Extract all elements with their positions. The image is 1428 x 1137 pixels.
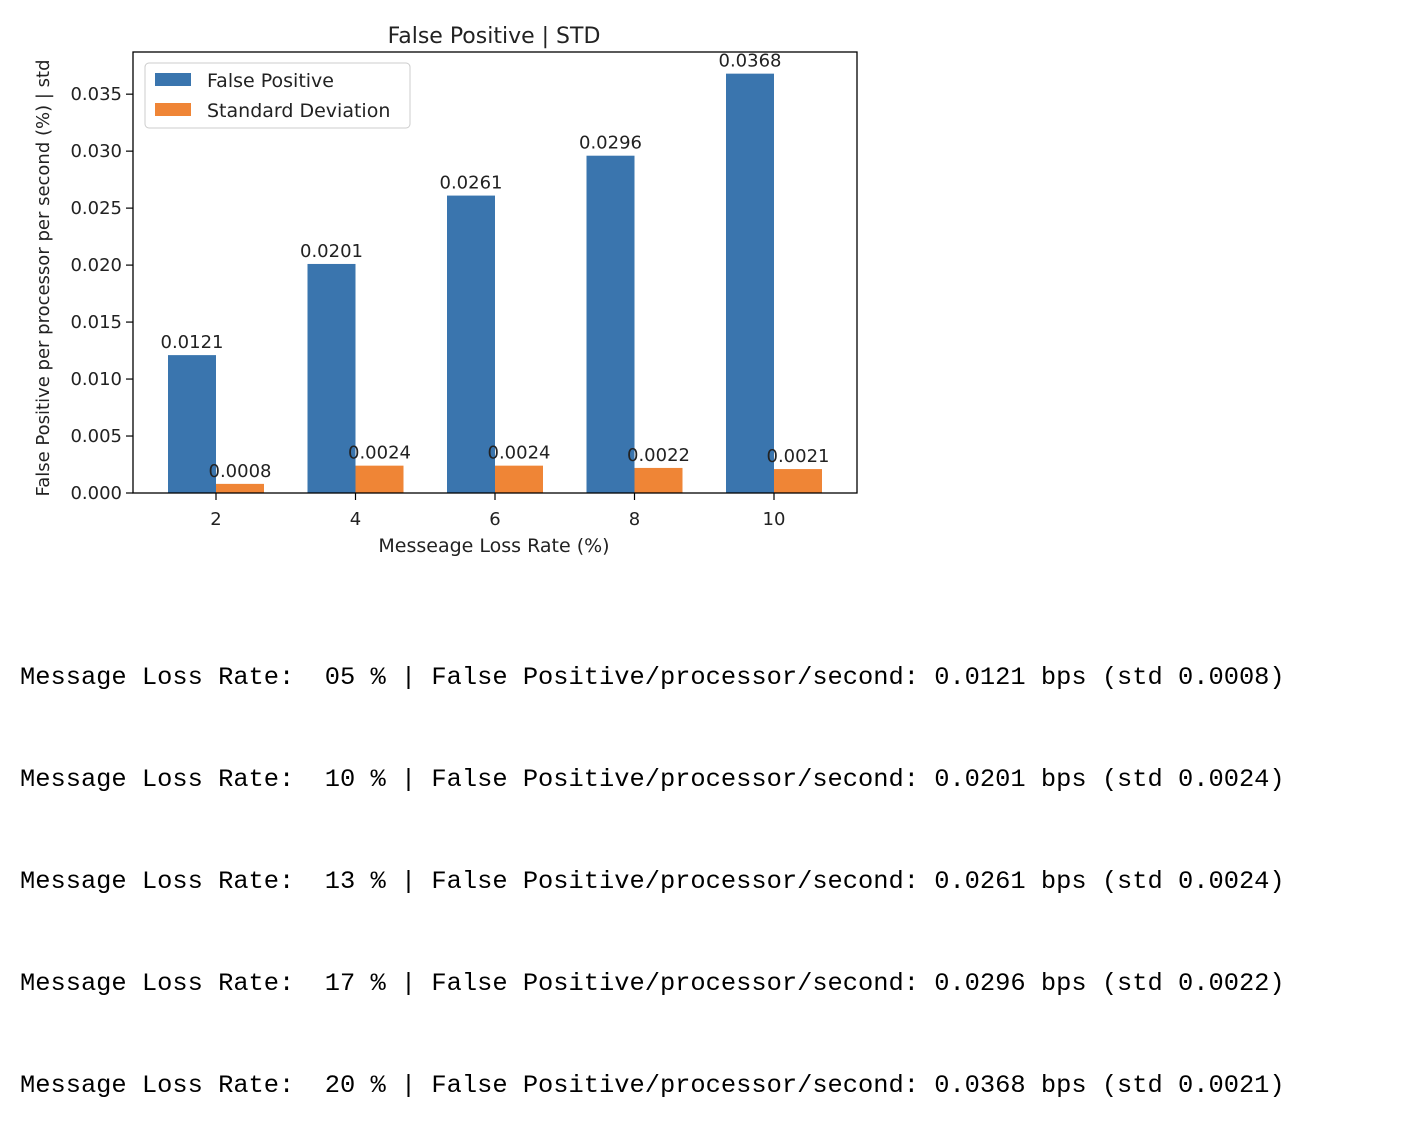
data-label-standard-deviation: 0.0022 <box>627 445 690 466</box>
y-tick-label: 0.025 <box>70 198 122 219</box>
y-tick-label: 0.010 <box>70 369 122 390</box>
bar-standard-deviation <box>774 469 822 493</box>
console-line: Message Loss Rate: 05 % | False Positive… <box>20 663 1285 692</box>
y-tick-label: 0.035 <box>70 84 122 105</box>
x-tick-label: 10 <box>763 509 786 530</box>
x-tick-label: 8 <box>629 509 640 530</box>
bar-false-positive <box>586 155 635 493</box>
plot-frame <box>132 51 858 494</box>
x-tick-label: 4 <box>350 509 361 530</box>
console-line: Message Loss Rate: 17 % | False Positive… <box>20 969 1285 998</box>
chart-title: False Positive | STD <box>388 24 601 49</box>
bar-standard-deviation <box>634 467 683 493</box>
console-line: Message Loss Rate: 20 % | False Positive… <box>20 1071 1285 1100</box>
legend-label-false-positive: False Positive <box>207 70 334 92</box>
y-axis-label: False Positive per processor per second … <box>33 59 54 496</box>
y-tick-label: 0.030 <box>70 141 122 162</box>
y-tick-label: 0.005 <box>70 426 122 447</box>
console-output: Message Loss Rate: 05 % | False Positive… <box>20 593 1285 1137</box>
bar-false-positive <box>447 195 495 493</box>
bar-false-positive <box>726 73 774 494</box>
y-tick-label: 0.015 <box>70 312 122 333</box>
data-label-false-positive: 0.0261 <box>440 173 503 194</box>
console-line: Message Loss Rate: 10 % | False Positive… <box>20 765 1285 794</box>
legend-swatch-standard-deviation <box>155 103 191 116</box>
y-tick-label: 0.000 <box>70 483 122 504</box>
data-label-standard-deviation: 0.0008 <box>209 461 272 482</box>
y-tick-label: 0.020 <box>70 255 122 276</box>
legend-box <box>144 62 411 129</box>
x-tick-label: 6 <box>489 509 500 530</box>
legend-swatch-false-positive <box>155 73 191 86</box>
legend: False Positive Standard Deviation <box>144 62 411 129</box>
console-line: Message Loss Rate: 13 % | False Positive… <box>20 867 1285 896</box>
data-label-false-positive: 0.0368 <box>719 51 782 72</box>
data-label-standard-deviation: 0.0021 <box>767 446 830 467</box>
data-label-false-positive: 0.0201 <box>300 241 363 262</box>
data-label-false-positive: 0.0121 <box>161 332 224 353</box>
bar-chart: False Positive | STD Messeage Loss Rate … <box>33 24 858 557</box>
data-label-standard-deviation: 0.0024 <box>348 443 411 464</box>
bar-standard-deviation <box>495 465 543 493</box>
bar-standard-deviation <box>216 483 264 493</box>
data-label-standard-deviation: 0.0024 <box>488 443 551 464</box>
data-label-false-positive: 0.0296 <box>579 133 642 154</box>
legend-label-standard-deviation: Standard Deviation <box>207 100 390 122</box>
x-tick-label: 2 <box>210 509 221 530</box>
x-axis-label: Messeage Loss Rate (%) <box>378 535 609 557</box>
bar-false-positive <box>307 263 356 493</box>
bar-false-positive <box>168 355 216 493</box>
bar-standard-deviation <box>355 465 404 493</box>
